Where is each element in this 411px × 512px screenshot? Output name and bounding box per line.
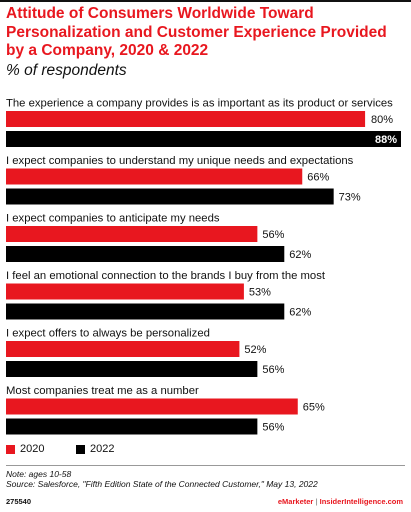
data-label-2020: 80%: [371, 114, 393, 126]
bar-2020: [6, 341, 240, 357]
brand-credit: eMarketer | InsiderIntelligence.com: [278, 497, 403, 506]
brand-emarketer: eMarketer: [277, 497, 314, 506]
bar-2020: [6, 226, 258, 242]
bar-2022: [6, 131, 401, 147]
category-label: I feel an emotional connection to the br…: [6, 270, 326, 282]
category-label: The experience a company provides is as …: [6, 98, 393, 110]
source-note: Source: Salesforce, "Fifth Edition State…: [6, 479, 318, 489]
bar-2020: [6, 111, 366, 127]
data-label-2020: 52%: [244, 344, 266, 356]
data-label-2022: 56%: [262, 364, 284, 376]
data-label-2020: 66%: [307, 172, 329, 184]
bar-2020: [6, 398, 298, 415]
data-label-2022: 62%: [289, 249, 311, 261]
footnote: Note: ages 10-58: [6, 469, 72, 479]
bar-2022: [6, 303, 285, 320]
chart-subtitle: % of respondents: [6, 62, 127, 79]
legend-swatch-2022: [76, 445, 85, 454]
data-label-2020: 56%: [262, 229, 284, 241]
legend-label-2022: 2022: [90, 443, 115, 455]
bar-2022: [6, 246, 285, 262]
data-label-2022: 56%: [262, 422, 284, 434]
bar-chart: The experience a company provides is as …: [6, 98, 401, 435]
bar-2022: [6, 188, 334, 205]
bar-2020: [6, 168, 303, 185]
legend-swatch-2020: [6, 445, 15, 454]
brand-separator: |: [315, 497, 318, 506]
category-label: I expect companies to understand my uniq…: [6, 155, 354, 167]
chart-title: Attitude of Consumers Worldwide Toward P…: [6, 5, 387, 59]
data-label-2022: 88%: [375, 134, 397, 146]
footer-divider: [6, 465, 405, 466]
legend-label-2020: 2020: [20, 443, 45, 455]
bar-2022: [6, 361, 258, 377]
category-label: Most companies treat me as a number: [6, 385, 199, 397]
top-rule: [0, 0, 411, 2]
data-label-2022: 73%: [339, 192, 361, 204]
data-label-2020: 53%: [249, 287, 271, 299]
brand-insider: InsiderIntelligence.com: [319, 497, 403, 506]
bar-2022: [6, 418, 258, 435]
category-label: I expect companies to anticipate my need…: [6, 213, 220, 225]
chart-id: 275540: [6, 497, 32, 506]
data-label-2022: 62%: [289, 307, 311, 319]
data-label-2020: 65%: [303, 402, 325, 414]
category-label: I expect offers to always be personalize…: [6, 328, 210, 340]
bar-2020: [6, 283, 244, 300]
